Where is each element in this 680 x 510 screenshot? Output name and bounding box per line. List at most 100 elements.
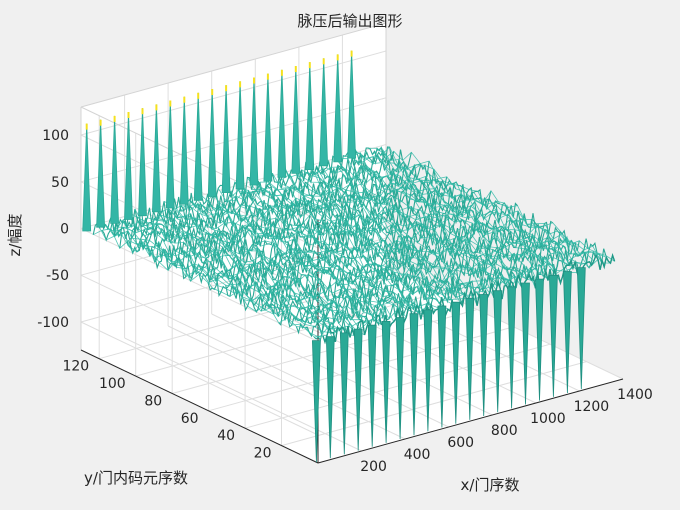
grid-line-z-back — [80, 50, 387, 136]
peak-spike — [151, 104, 161, 213]
peak-spike — [221, 85, 231, 194]
x-tick-label: 1400 — [617, 387, 653, 403]
surface-col — [272, 172, 503, 300]
box-edge — [80, 22, 387, 108]
chart-title: 脉压后输出图形 — [297, 12, 402, 30]
z-axis-label: z/幅度 — [6, 214, 24, 257]
surface-col — [318, 171, 549, 281]
x-tick-label: 1200 — [574, 399, 610, 415]
peak-spike — [291, 65, 301, 174]
surface-col — [151, 214, 382, 325]
surface-col — [134, 208, 365, 336]
trough-spike — [521, 282, 530, 405]
trough-spike — [395, 317, 405, 440]
z-tick-labels: -100 -50 0 50 100 — [37, 128, 69, 331]
y-axis-label: y/门内码元序数 — [84, 469, 188, 487]
trough-spike — [409, 313, 419, 436]
surface-cols — [93, 146, 615, 343]
surface-col — [301, 169, 532, 281]
grid-line-y-floor — [135, 291, 441, 377]
x-tick-label: 200 — [360, 459, 387, 475]
surface-col — [122, 220, 353, 330]
peak-spike — [138, 108, 147, 217]
surface-col — [267, 183, 499, 292]
peak-spike — [305, 62, 315, 171]
trough-spike — [548, 274, 558, 397]
y-tick-label: 20 — [254, 446, 272, 462]
z-tick-label: 100 — [42, 128, 69, 144]
trough-spike — [423, 309, 433, 432]
surface-col — [384, 150, 615, 262]
y-tick-labels: 20 40 60 80 100 120 — [62, 359, 271, 462]
z-tick-label: 0 — [60, 222, 69, 238]
surface-col — [97, 223, 328, 338]
surface-col — [159, 208, 390, 328]
peak-spike — [319, 58, 329, 167]
peak-spike — [179, 96, 189, 205]
surface-col — [326, 167, 557, 277]
surface-col — [193, 204, 424, 310]
surface-col — [297, 172, 528, 281]
x-tick-label: 800 — [491, 423, 518, 439]
peak-spike — [165, 100, 175, 209]
surface-col — [234, 182, 465, 298]
surface-col — [363, 156, 595, 262]
surface-col — [334, 157, 565, 275]
trough-spike — [325, 336, 335, 459]
trough-spike — [353, 328, 363, 451]
surface-col — [263, 187, 495, 298]
trough-spike — [339, 332, 349, 455]
surface-col — [213, 195, 445, 308]
peak-spike — [235, 81, 245, 190]
surface-col — [230, 188, 461, 303]
surface-col — [380, 146, 611, 264]
x-tick-label: 400 — [404, 447, 431, 463]
surface-col — [167, 207, 399, 320]
surface-col — [309, 170, 540, 288]
y-tick-label: 100 — [99, 376, 126, 392]
grid-line-z-side — [80, 274, 319, 389]
surface-col — [180, 199, 411, 309]
surface-col — [143, 214, 374, 330]
peak-spike — [249, 77, 259, 186]
grid-line-z-side — [80, 321, 319, 436]
peak-spike — [96, 119, 106, 228]
surface-col — [368, 147, 599, 269]
trough-spike — [493, 290, 503, 413]
trough-spike — [311, 340, 321, 463]
trough-spike — [437, 305, 447, 428]
y-tick-label: 80 — [144, 394, 162, 410]
surface-col — [330, 168, 561, 284]
surface-col — [209, 205, 440, 309]
surface-col — [343, 155, 574, 272]
trough-spike — [381, 320, 391, 443]
y-axis-line — [80, 349, 319, 464]
trough-spike — [479, 294, 489, 417]
surface-col — [109, 219, 340, 336]
trough-spike — [576, 267, 586, 390]
grid-line-y-floor — [281, 361, 587, 447]
peak-spike — [333, 54, 343, 163]
surface-col — [226, 190, 457, 307]
x-tick-labels: 200 400 600 800 1000 1200 1400 — [360, 387, 653, 475]
surface-col — [172, 205, 403, 313]
surface-col — [376, 156, 607, 258]
trough-spike — [507, 286, 517, 409]
surface-col — [163, 200, 395, 322]
peak-spike — [277, 69, 287, 178]
surface-col — [355, 150, 586, 264]
surface-col — [201, 195, 432, 315]
grid-line-x-floor — [167, 325, 406, 440]
peak-spike — [124, 111, 133, 220]
surface-col — [176, 208, 407, 318]
surface-col — [280, 174, 511, 282]
surface-col — [205, 193, 436, 311]
peak-spike — [110, 115, 120, 224]
z-tick-label: -50 — [46, 268, 69, 284]
surface-col — [242, 186, 474, 296]
y-tick-label: 40 — [217, 428, 235, 444]
x-tick-label: 1000 — [530, 411, 566, 427]
x-axis-label: x/门序数 — [461, 476, 520, 494]
surface-col — [93, 228, 323, 338]
